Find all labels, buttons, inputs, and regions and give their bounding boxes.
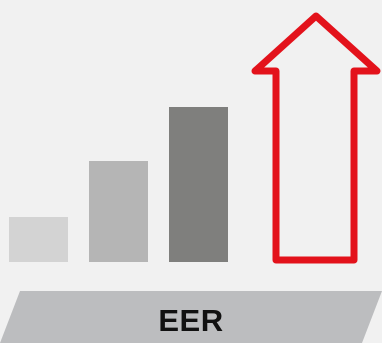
bar-medium (89, 161, 148, 262)
band-shape (0, 291, 382, 343)
bar-high (169, 107, 228, 262)
label-band: EER (0, 291, 382, 343)
eer-label: EER (158, 303, 224, 338)
bar-low (9, 217, 68, 262)
